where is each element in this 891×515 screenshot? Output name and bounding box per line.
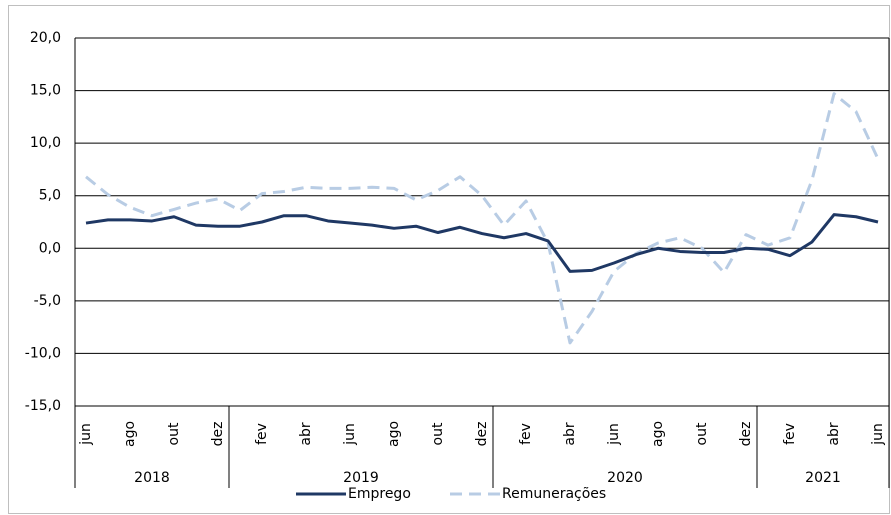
x-tick-label: jun bbox=[606, 423, 622, 446]
legend-label: Emprego bbox=[348, 486, 411, 502]
x-tick-label: out bbox=[430, 422, 446, 445]
x-group-label: 2021 bbox=[805, 470, 841, 486]
x-tick-label: fev bbox=[254, 423, 270, 445]
x-tick-label: out bbox=[694, 422, 710, 445]
x-tick-label: jun bbox=[342, 423, 358, 446]
x-tick-label: ago bbox=[650, 421, 666, 447]
x-tick-label: abr bbox=[826, 422, 842, 445]
x-tick-label: abr bbox=[298, 422, 314, 445]
series-line bbox=[85, 92, 880, 345]
y-tick-label: 15,0 bbox=[30, 83, 61, 99]
y-tick-label: 0,0 bbox=[39, 240, 61, 256]
y-tick-label: -10,0 bbox=[25, 345, 61, 361]
y-tick-label: -15,0 bbox=[25, 398, 61, 414]
x-tick-label: fev bbox=[518, 423, 534, 445]
y-tick-label: 10,0 bbox=[30, 135, 61, 151]
x-tick-label: ago bbox=[122, 421, 138, 447]
x-tick-label: dez bbox=[474, 422, 490, 447]
x-group-label: 2019 bbox=[343, 470, 379, 486]
x-group-label: 2018 bbox=[134, 470, 170, 486]
x-group-label: 2020 bbox=[607, 470, 643, 486]
x-tick-label: fev bbox=[782, 423, 798, 445]
x-tick-label: abr bbox=[562, 422, 578, 445]
y-tick-label: -5,0 bbox=[34, 293, 61, 309]
x-tick-label: jun bbox=[870, 423, 886, 446]
x-tick-label: ago bbox=[386, 421, 402, 447]
x-tick-label: jun bbox=[78, 423, 94, 446]
y-tick-label: 5,0 bbox=[39, 188, 61, 204]
y-tick-label: 20,0 bbox=[30, 30, 61, 46]
x-tick-label: dez bbox=[738, 422, 754, 447]
x-tick-label: out bbox=[166, 422, 182, 445]
series-line bbox=[85, 213, 879, 273]
x-tick-label: dez bbox=[210, 422, 226, 447]
legend-label: Remunerações bbox=[502, 486, 606, 502]
